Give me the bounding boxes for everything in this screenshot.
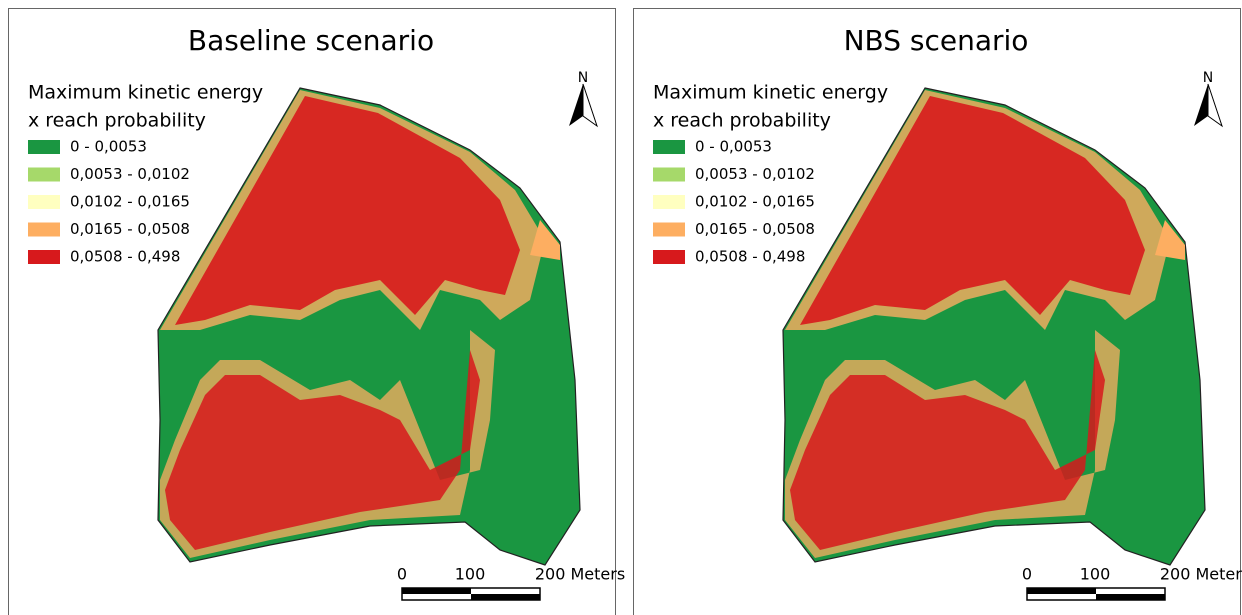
- panel-title: NBS scenario: [844, 24, 1029, 57]
- north-label: N: [578, 70, 588, 86]
- scale-bar-segment: [1096, 594, 1165, 600]
- legend-title: x reach probability: [653, 110, 831, 132]
- legend-swatch: [653, 167, 685, 182]
- scale-bar-segment: [1027, 588, 1096, 594]
- scale-label: 200 Meters: [1160, 565, 1242, 584]
- legend-label: 0,0508 - 0,498: [70, 248, 180, 266]
- map-panel: NBS scenario Maximum kinetic energy x reac…: [633, 8, 1242, 615]
- legend-swatch: [28, 140, 60, 154]
- map-panel: Baseline scenario Maximum kinetic energy x…: [8, 8, 625, 615]
- legend-swatch: [28, 250, 60, 264]
- scale-label: 100: [1080, 565, 1111, 584]
- panel-title: Baseline scenario: [188, 24, 434, 57]
- legend-label: 0,0102 - 0,0165: [695, 193, 815, 211]
- legend-swatch: [653, 222, 685, 237]
- legend-swatch: [28, 195, 60, 209]
- scale-bar-segment: [402, 588, 471, 594]
- legend-label: 0 - 0,0053: [695, 138, 772, 156]
- legend-label: 0,0053 - 0,0102: [70, 165, 190, 183]
- legend-swatch: [653, 250, 685, 264]
- scale-label: 200 Meters: [535, 565, 625, 584]
- scale-label: 100: [455, 565, 486, 584]
- legend-label: 0,0053 - 0,0102: [695, 165, 815, 183]
- legend-title: Maximum kinetic energy: [28, 82, 263, 104]
- legend-label: 0,0102 - 0,0165: [70, 193, 190, 211]
- legend-swatch: [653, 195, 685, 209]
- legend-swatch: [653, 140, 685, 154]
- legend-title: x reach probability: [28, 110, 206, 132]
- legend-title: Maximum kinetic energy: [653, 82, 888, 104]
- legend-label: 0,0165 - 0,0508: [695, 220, 815, 238]
- legend-label: 0,0508 - 0,498: [695, 248, 805, 266]
- scale-label: 0: [397, 565, 407, 584]
- scale-bar-segment: [471, 594, 540, 600]
- north-label: N: [1203, 70, 1213, 86]
- legend-label: 0,0165 - 0,0508: [70, 220, 190, 238]
- legend-swatch: [28, 167, 60, 182]
- scale-label: 0: [1022, 565, 1032, 584]
- legend-swatch: [28, 222, 60, 237]
- legend-label: 0 - 0,0053: [70, 138, 147, 156]
